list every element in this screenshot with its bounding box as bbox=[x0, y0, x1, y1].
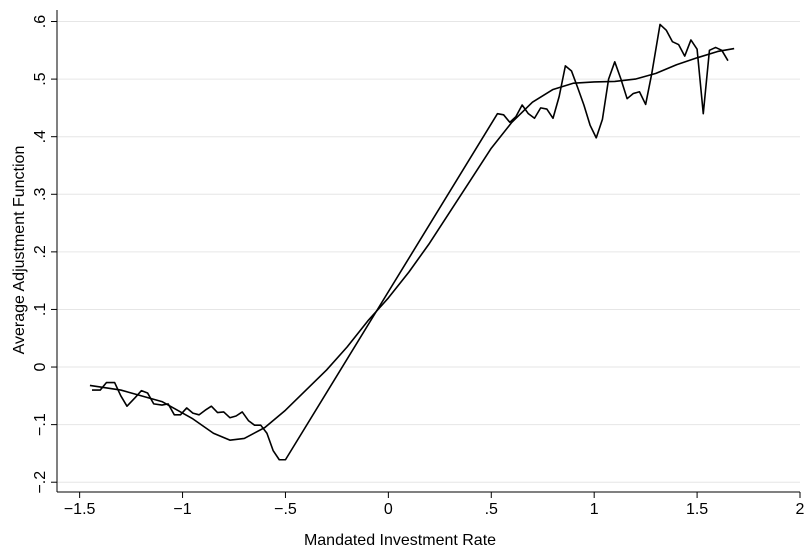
y-tick-label: 0 bbox=[32, 362, 49, 371]
line-series bbox=[91, 23, 729, 461]
x-tick-label: .5 bbox=[485, 501, 498, 518]
y-tick-label: −.1 bbox=[32, 413, 49, 436]
y-tick-label: .5 bbox=[32, 72, 49, 85]
x-axis-title: Mandated Investment Rate bbox=[304, 532, 496, 549]
x-tick-label: 1 bbox=[590, 501, 599, 518]
x-tick-label: 1.5 bbox=[686, 501, 708, 518]
x-tick-label: −1 bbox=[173, 501, 191, 518]
y-tick-label: .1 bbox=[32, 303, 49, 316]
x-tick-label: 0 bbox=[384, 501, 393, 518]
y-tick-label: .2 bbox=[32, 245, 49, 258]
y-axis-title: Average Adjustment Function bbox=[11, 146, 28, 355]
x-tick-label: −.5 bbox=[274, 501, 297, 518]
y-tick-label: .4 bbox=[32, 130, 49, 143]
line-series bbox=[89, 47, 735, 441]
y-tick-label: .3 bbox=[32, 188, 49, 201]
y-tick-label: .6 bbox=[32, 15, 49, 28]
x-tick-label: −1.5 bbox=[64, 501, 96, 518]
y-tick-label: −.2 bbox=[32, 471, 49, 494]
x-tick-label: 2 bbox=[796, 501, 805, 518]
